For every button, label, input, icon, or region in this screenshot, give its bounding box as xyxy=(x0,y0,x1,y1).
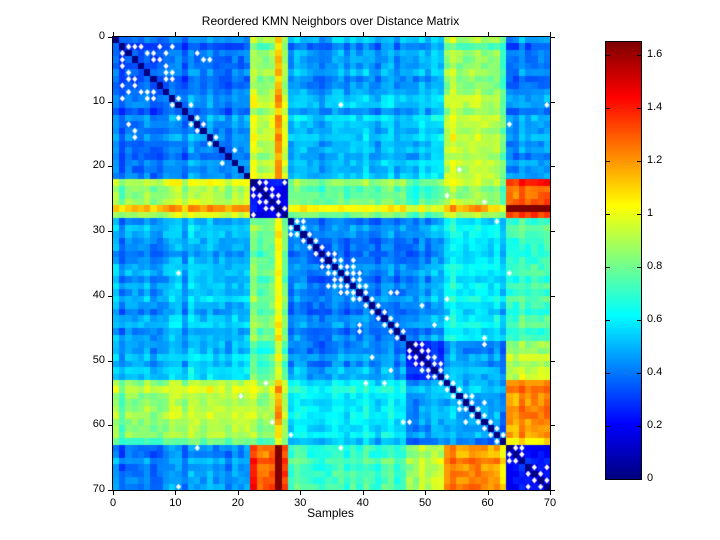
chart-title: Reordered KMN Neighbors over Distance Ma… xyxy=(201,14,460,28)
tick-label: 1.6 xyxy=(647,48,663,61)
tick-mark xyxy=(487,32,489,36)
tick-mark xyxy=(606,55,610,57)
tick-mark xyxy=(606,320,610,322)
tick-mark xyxy=(108,37,112,38)
tick-mark xyxy=(606,426,610,428)
tick-mark xyxy=(175,491,177,495)
tick-mark xyxy=(175,32,177,36)
tick-mark xyxy=(108,490,112,491)
tick-mark xyxy=(606,214,610,216)
tick-mark xyxy=(108,166,112,168)
tick-label: 1.4 xyxy=(647,101,663,114)
tick-label: 0.6 xyxy=(647,313,663,326)
colorbar xyxy=(605,41,642,480)
tick-mark xyxy=(425,491,427,495)
tick-mark xyxy=(300,32,302,36)
tick-label: 40 xyxy=(92,288,105,301)
tick-label: 1.2 xyxy=(647,154,663,167)
tick-mark xyxy=(425,32,427,36)
tick-mark xyxy=(113,491,114,495)
tick-mark xyxy=(606,373,610,375)
tick-label: 50 xyxy=(419,497,432,509)
tick-mark xyxy=(606,479,610,480)
tick-mark xyxy=(108,101,112,103)
heatmap-plot xyxy=(112,36,551,491)
tick-label: 70 xyxy=(92,483,105,495)
tick-label: 1 xyxy=(647,207,654,220)
tick-label: 30 xyxy=(294,497,307,509)
tick-mark xyxy=(637,55,641,57)
tick-label: 20 xyxy=(231,497,244,509)
tick-mark xyxy=(551,295,555,297)
tick-mark xyxy=(551,360,555,362)
tick-label: 60 xyxy=(481,497,494,509)
tick-mark xyxy=(108,360,112,362)
tick-mark xyxy=(637,161,641,163)
tick-label: 10 xyxy=(169,497,182,509)
x-axis-label: Samples xyxy=(307,506,354,520)
tick-mark xyxy=(113,32,114,36)
tick-mark xyxy=(551,166,555,168)
tick-mark xyxy=(637,320,641,322)
tick-mark xyxy=(551,490,555,491)
tick-mark xyxy=(237,491,239,495)
tick-mark xyxy=(637,479,641,480)
tick-mark xyxy=(551,425,555,427)
tick-mark xyxy=(551,101,555,103)
tick-label: 30 xyxy=(92,224,105,237)
tick-mark xyxy=(637,108,641,110)
tick-label: 10 xyxy=(92,94,105,107)
tick-label: 20 xyxy=(92,159,105,172)
tick-mark xyxy=(606,108,610,110)
tick-mark xyxy=(606,161,610,163)
tick-mark xyxy=(551,37,555,38)
tick-mark xyxy=(637,214,641,216)
heatmap-canvas xyxy=(113,37,550,490)
tick-mark xyxy=(108,425,112,427)
tick-label: 50 xyxy=(92,353,105,366)
tick-mark xyxy=(637,267,641,269)
tick-mark xyxy=(550,32,551,36)
tick-mark xyxy=(637,373,641,375)
tick-mark xyxy=(300,491,302,495)
tick-mark xyxy=(550,491,551,495)
tick-label: 0 xyxy=(109,497,117,509)
tick-label: 0.4 xyxy=(647,366,663,379)
tick-mark xyxy=(108,295,112,297)
tick-mark xyxy=(606,267,610,269)
colorbar-canvas xyxy=(606,42,641,479)
tick-mark xyxy=(108,231,112,233)
tick-mark xyxy=(637,426,641,428)
tick-label: 0 xyxy=(647,472,654,484)
tick-mark xyxy=(362,491,364,495)
tick-mark xyxy=(237,32,239,36)
tick-label: 40 xyxy=(356,497,369,509)
tick-label: 0.2 xyxy=(647,419,663,432)
tick-label: 0.8 xyxy=(647,260,663,273)
tick-label: 0 xyxy=(98,30,105,42)
tick-mark xyxy=(551,231,555,233)
tick-mark xyxy=(487,491,489,495)
tick-mark xyxy=(362,32,364,36)
tick-label: 70 xyxy=(543,497,557,509)
tick-label: 60 xyxy=(92,418,105,431)
